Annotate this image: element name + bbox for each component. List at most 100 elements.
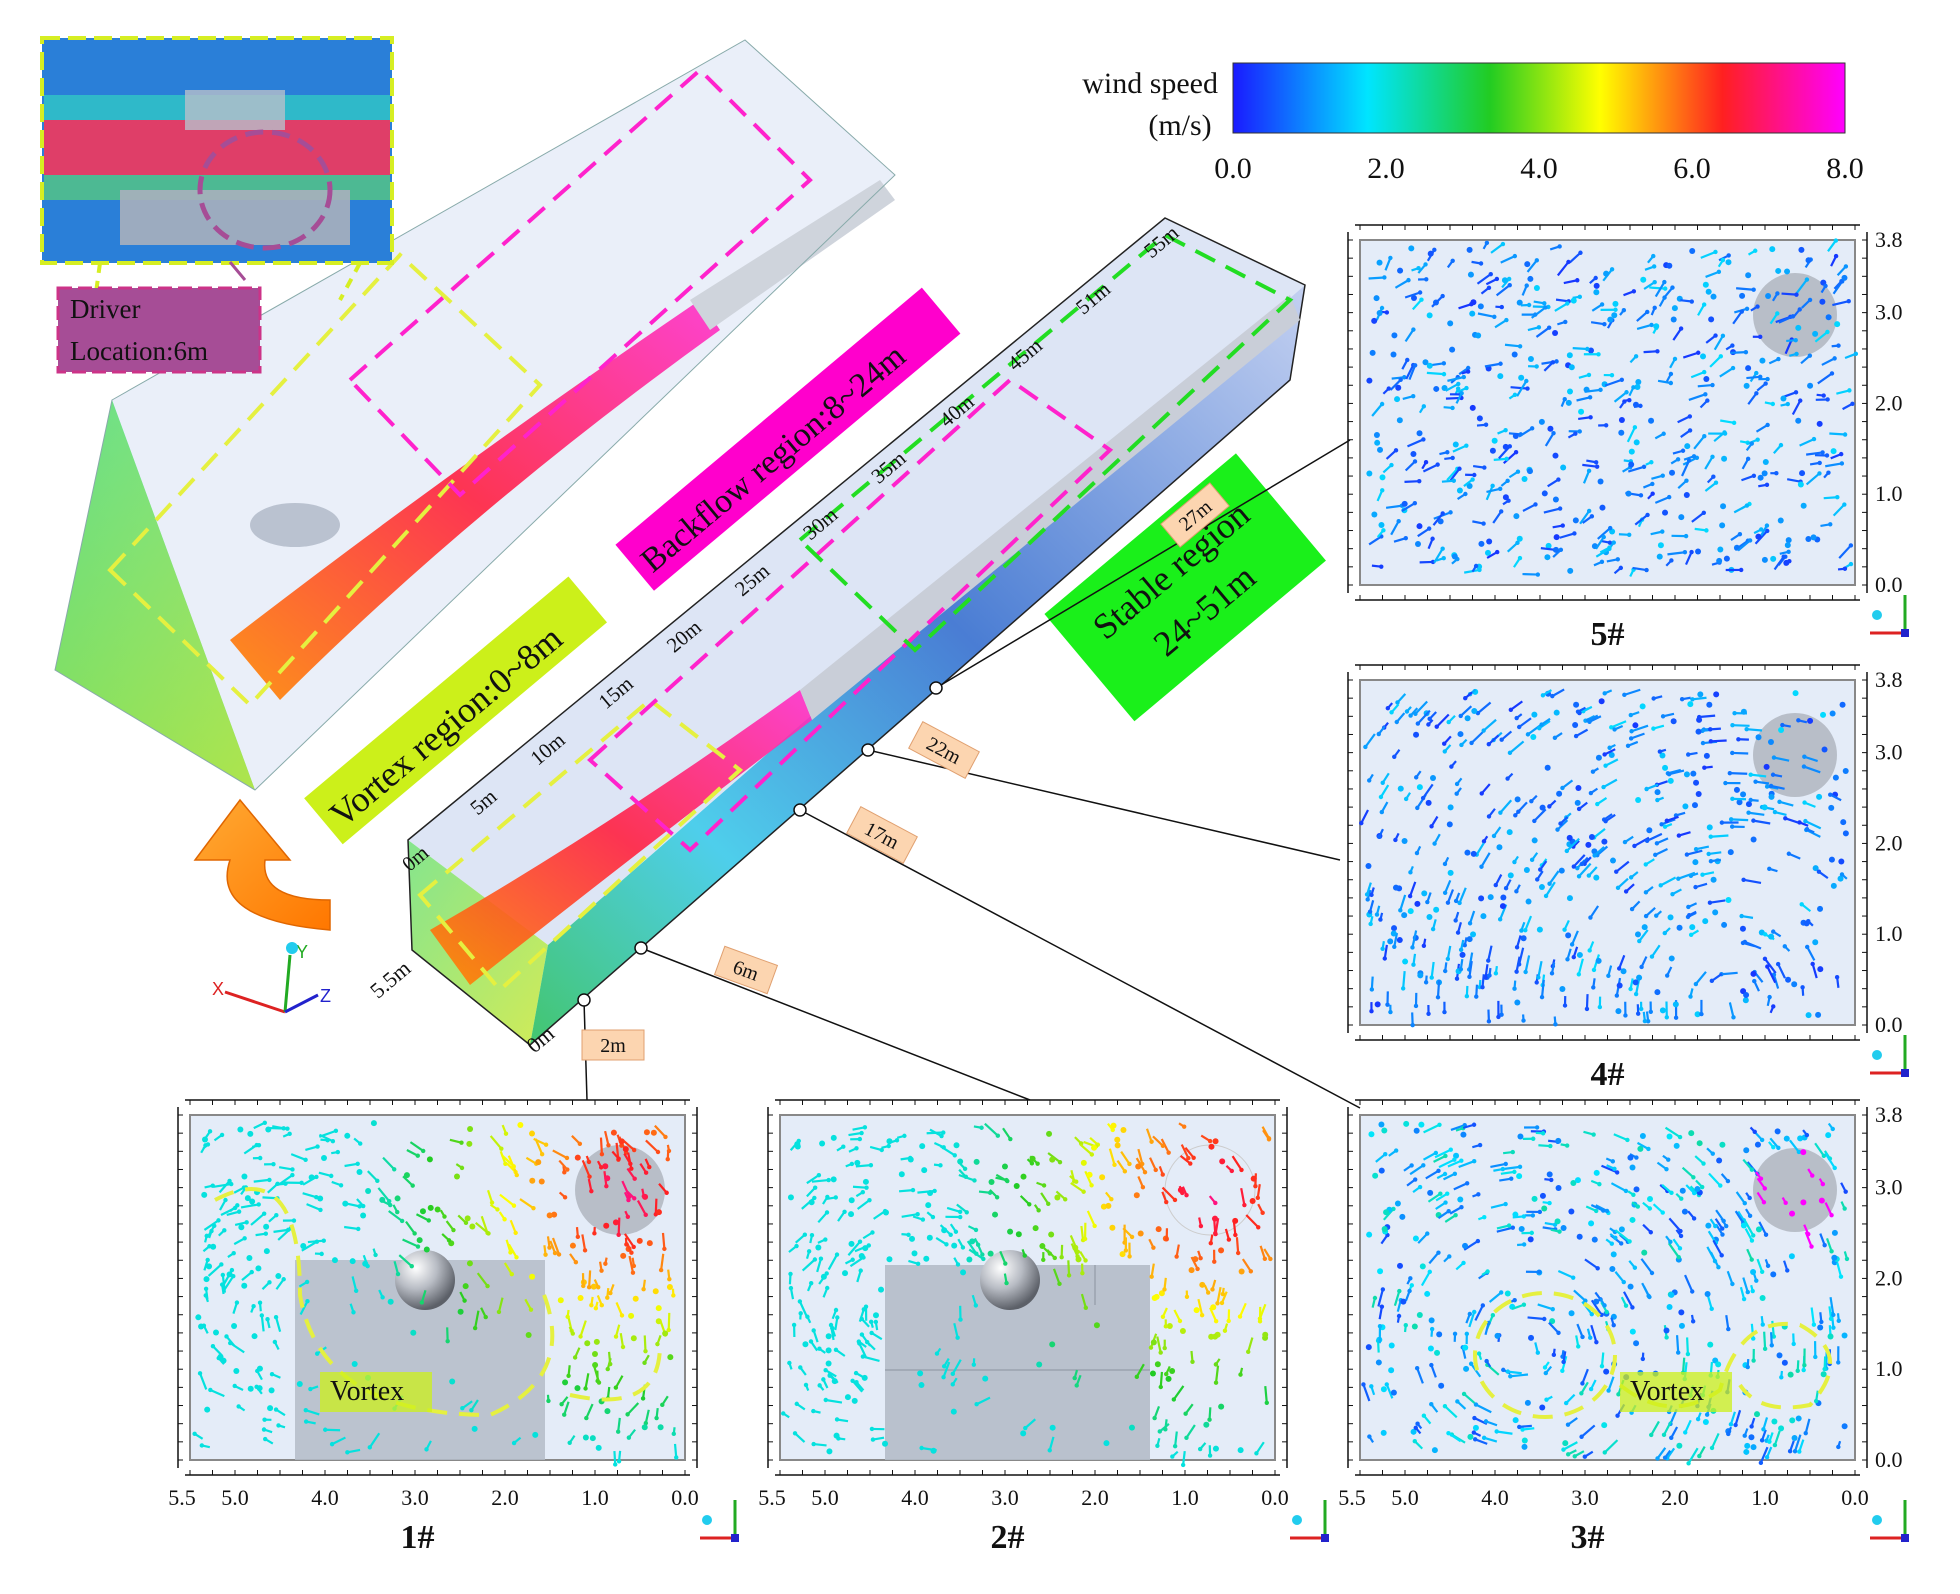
vortex-region-box: [304, 576, 607, 845]
driver-location-line1: Driver: [70, 294, 140, 324]
inset-vehicle: [120, 190, 350, 245]
colorbar-tick-label: 6.0: [1673, 152, 1711, 185]
tunnel-vortex-box: [417, 697, 744, 993]
vortex-tag-box: [320, 1372, 432, 1412]
colorbar-tick-label: 8.0: [1826, 152, 1864, 185]
velocity-vectors: [781, 1122, 1273, 1468]
tunnel-stable-box: [797, 232, 1294, 653]
x-tick-label: 0.0: [671, 1485, 699, 1510]
overview-outline: [54, 39, 896, 791]
inset-connector-left: [93, 262, 102, 301]
section-id-label: 1#: [401, 1519, 435, 1556]
velocity-vectors: [1359, 688, 1849, 1028]
colorbar-tick-label: 4.0: [1520, 152, 1558, 185]
y-tick-label: 3.0: [1875, 1175, 1903, 1200]
section-panel-4: 0.0 1.0 2.0 3.0 3.8 4#: [1347, 664, 1909, 1093]
section-connector-line: [640, 947, 1031, 1101]
colorbar-ticks: 0.0 2.0 4.0 6.0 8.0: [1214, 152, 1864, 185]
section-panel-1: Vortex 5.5 5.0 4.0 3.0 2.0 1.0 0.0 1#: [168, 1099, 739, 1556]
y-tick-label: 0.0: [1875, 1012, 1903, 1037]
driver-location-line2: Location:6m: [70, 336, 208, 366]
x-tick-label: 3.0: [401, 1485, 429, 1510]
y-tick-label: 3.8: [1875, 667, 1903, 692]
y-tick-label: 0.0: [1875, 572, 1903, 597]
inset-driver-circle: [197, 129, 333, 251]
x-tick-label: 5.5: [1338, 1485, 1366, 1510]
vortex-tag-text: Vortex: [1630, 1376, 1704, 1407]
x-tick-label: 3.0: [1571, 1485, 1599, 1510]
y-tick-label: 3.8: [1875, 1102, 1903, 1127]
inset-driver-pointer: [228, 261, 247, 281]
axis-y-letter: Y: [296, 942, 308, 962]
section-id-label: 5#: [1591, 616, 1625, 653]
section-axis-triad: [1870, 595, 1909, 637]
x-tick-label: 5.5: [758, 1485, 786, 1510]
x-tick-label: 5.0: [1391, 1485, 1419, 1510]
y-tick-label: 3.0: [1875, 740, 1903, 765]
x-tick-label: 2.0: [491, 1485, 519, 1510]
overview-jet: [230, 300, 720, 700]
section-anchor-point: [577, 993, 591, 1007]
section-distance-tag: 22m: [908, 721, 980, 779]
y-tick-label: 0.0: [1875, 1447, 1903, 1472]
overview-driver-shadow: [250, 503, 340, 547]
colorbar-tick-label: 2.0: [1367, 152, 1405, 185]
section-panel-5: 0.0 1.0 2.0 3.0 3.8 5#: [1347, 224, 1909, 653]
vortex-tag-box: [1620, 1372, 1732, 1412]
tunnel-duct: [800, 295, 1300, 720]
x-tick-label: 4.0: [901, 1485, 929, 1510]
section-anchor-point: [929, 681, 943, 695]
velocity-vectors: [192, 1120, 679, 1467]
overview-inset: [40, 36, 394, 301]
section-id-label: 2#: [991, 1519, 1025, 1556]
tunnel-outline: [407, 217, 1306, 1046]
section-distance-tag-text: 2m: [600, 1035, 626, 1057]
x-tick-label: 0.0: [1841, 1485, 1869, 1510]
overview-backflow-box: [347, 67, 813, 498]
x-tick-label: 1.0: [1171, 1485, 1199, 1510]
section-anchor-point: [793, 803, 807, 817]
section-anchor-point: [861, 743, 875, 757]
x-tick-label: 5.0: [221, 1485, 249, 1510]
colorbar-gradient: [1232, 62, 1846, 134]
depth-label-5-5m: 5.5m: [365, 955, 415, 1003]
section-distance-tag: 6m: [713, 945, 779, 995]
section-anchor-point: [634, 941, 648, 955]
inset-connector-right: [338, 262, 362, 301]
section-axis-triad: [1870, 1500, 1909, 1542]
y-tick-label: 2.0: [1875, 390, 1903, 415]
y-tick-label: 2.0: [1875, 1265, 1903, 1290]
colorbar-title: wind speed: [1082, 67, 1218, 100]
velocity-vectors: [1366, 238, 1859, 577]
driver-head: [980, 1250, 1040, 1310]
colorbar-tick-label: 0.0: [1214, 152, 1252, 185]
stable-region-box: [1044, 453, 1326, 722]
axis-z-letter: Z: [320, 986, 331, 1006]
velocity-vectors: [1361, 1120, 1850, 1466]
tunnel-top-face: [408, 218, 1305, 945]
x-tick-label: 5.0: [811, 1485, 839, 1510]
x-tick-label: 1.0: [581, 1485, 609, 1510]
overview-duct: [690, 180, 895, 330]
x-tick-label: 2.0: [1661, 1485, 1689, 1510]
tunnel-side-face: [530, 285, 1305, 1045]
y-tick-label: 2.0: [1875, 830, 1903, 855]
y-tick-label: 3.8: [1875, 227, 1903, 252]
section-panels: Vortex 5.5 5.0 4.0 3.0 2.0 1.0 0.0 1# 5.5 5.0 4.0 3.…: [168, 224, 1909, 1556]
section-axis-triad: [1870, 1035, 1909, 1077]
section-id-label: 4#: [1591, 1056, 1625, 1093]
colorbar-unit: (m/s): [1148, 109, 1211, 142]
y-tick-label: 1.0: [1875, 1356, 1903, 1381]
tunnel-backflow-box: [587, 377, 1114, 853]
y-tick-label: 1.0: [1875, 921, 1903, 946]
section-panel-3: Vortex 5.5 5.0 4.0 3.0 2.0 1.0 0.00.0 1.0 2.0 3.0 3…: [1338, 1099, 1909, 1556]
y-tick-label: 3.0: [1875, 300, 1903, 325]
section-distance-tag: 17m: [846, 806, 918, 864]
section-connector-line: [935, 439, 1351, 689]
y-tick-label: 1.0: [1875, 481, 1903, 506]
colorbar: wind speed (m/s) 0.0 2.0 4.0 6.0 8.0: [1082, 62, 1864, 185]
duct-cross-section: [1753, 713, 1837, 797]
overview-vortex-box: [107, 252, 543, 708]
